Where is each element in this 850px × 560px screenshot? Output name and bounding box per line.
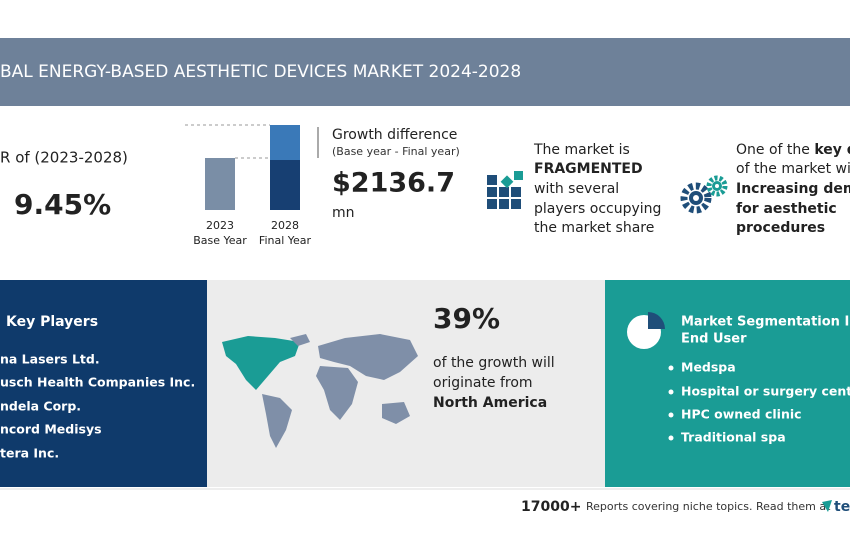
- segment-item: Hospital or surgery center: [681, 384, 850, 399]
- cagr-value: 9.45%: [14, 188, 111, 221]
- segment-item: Traditional spa: [681, 430, 786, 445]
- shape: [222, 336, 300, 390]
- shape: [668, 365, 674, 371]
- market-line: FRAGMENTED: [534, 161, 643, 177]
- header-band: [0, 38, 850, 106]
- driver-text: One of the key d of the market wil Incre…: [736, 142, 850, 236]
- shape: [316, 366, 358, 420]
- growth-unit: mn: [332, 205, 355, 221]
- shape: [680, 182, 712, 214]
- bar-growth: [270, 125, 300, 160]
- footer-count: 17000+: [521, 499, 581, 515]
- footer-text: Reports covering niche topics. Read them…: [586, 500, 831, 513]
- shape: [693, 195, 699, 201]
- icon-pie: [627, 312, 665, 349]
- market-line: the market share: [534, 220, 654, 236]
- region-line: of the growth will: [433, 355, 555, 371]
- bar-year: 2028: [271, 219, 299, 232]
- title: BAL ENERGY-BASED AESTHETIC DEVICES MARKE…: [0, 62, 521, 82]
- growth-value: $2136.7: [332, 168, 455, 199]
- shape: [499, 187, 509, 197]
- driver-line: of the market wil: [736, 161, 850, 177]
- shape: [262, 394, 292, 448]
- segment-item: Medspa: [681, 360, 736, 375]
- region-share: 39%: [433, 302, 500, 335]
- shape: [499, 199, 509, 209]
- shape: [668, 435, 674, 441]
- logo-mark: [822, 500, 832, 512]
- icon-blocks: [487, 171, 523, 209]
- shape: [511, 187, 521, 197]
- market-text: The market is FRAGMENTED with several pl…: [533, 142, 661, 236]
- market-line: with several: [534, 181, 619, 197]
- market-line: players occupying: [534, 201, 661, 217]
- icon-gears: [680, 175, 728, 214]
- driver-line: Increasing dema: [736, 181, 850, 197]
- segment-panel: [605, 280, 850, 487]
- player: na Lasers Ltd.: [0, 352, 100, 367]
- cagr-label: R of (2023-2028): [0, 149, 128, 167]
- player: usch Health Companies Inc.: [0, 375, 195, 390]
- shape: [514, 171, 523, 180]
- shape: [487, 187, 497, 197]
- shape: [290, 334, 310, 346]
- players-list: na Lasers Ltd. usch Health Companies Inc…: [0, 352, 195, 461]
- region-panel: [207, 280, 605, 487]
- market-line: The market is: [533, 142, 630, 158]
- driver-line: for aesthetic: [736, 201, 837, 217]
- segment-title: Market Segmentation I: [681, 315, 849, 330]
- shape: [715, 184, 719, 188]
- bar-base: [205, 158, 235, 210]
- shape: [511, 199, 521, 209]
- players-title: Key Players: [6, 314, 98, 330]
- bar-label: Final Year: [259, 234, 312, 247]
- segment-list: Medspa Hospital or surgery center HPC ow…: [668, 360, 850, 445]
- player: tera Inc.: [0, 446, 59, 461]
- player: ncord Medisys: [0, 422, 102, 437]
- segment-item: HPC owned clinic: [681, 407, 802, 422]
- bar-year: 2023: [206, 219, 234, 232]
- growth-title: Growth difference: [332, 127, 457, 143]
- segment-title: End User: [681, 332, 747, 347]
- growth-subtitle: (Base year - Final year): [332, 145, 460, 158]
- bar-label: Base Year: [193, 234, 247, 247]
- shape: [500, 175, 514, 189]
- shape: [706, 175, 728, 197]
- shape: [318, 334, 418, 380]
- logo-text: te: [834, 499, 850, 515]
- shape: [648, 312, 665, 329]
- driver-intro: One of the: [736, 142, 814, 158]
- region-line: North America: [433, 395, 547, 411]
- shape: [668, 389, 674, 395]
- region-line: originate from: [433, 375, 533, 391]
- shape: [487, 199, 497, 209]
- world-map: [222, 334, 418, 448]
- bar-final: [270, 160, 300, 210]
- shape: [382, 402, 410, 424]
- driver-intro-bold: key d: [814, 142, 850, 158]
- players-panel: [0, 280, 207, 487]
- shape: [487, 175, 497, 185]
- driver-line: One of the key d: [736, 142, 850, 158]
- shape: [668, 412, 674, 418]
- player: ndela Corp.: [0, 399, 81, 414]
- driver-line: procedures: [736, 220, 825, 236]
